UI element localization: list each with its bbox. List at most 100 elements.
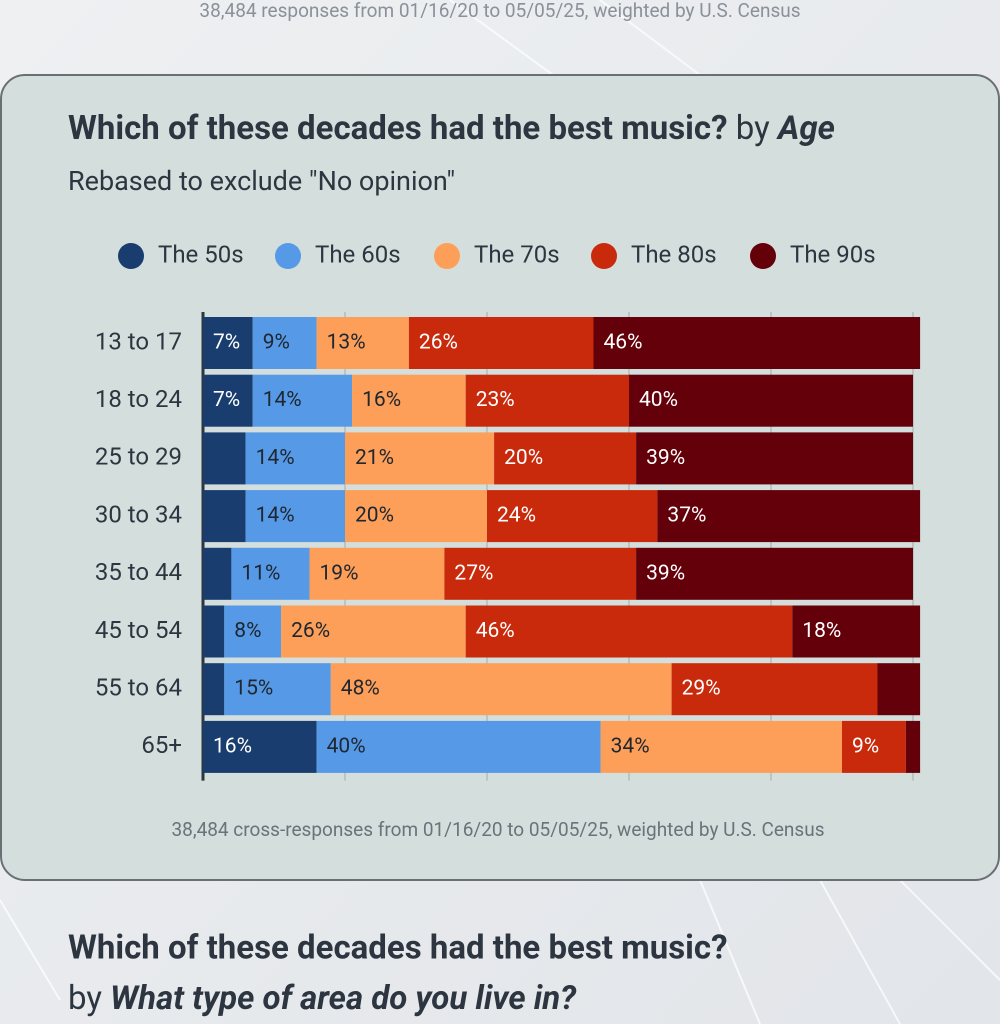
header-note: 38,484 responses from 01/16/20 to 05/05/… [199,0,800,22]
data-label: 11% [241,561,280,585]
bar-segment [657,490,921,543]
bar-segment [316,720,601,773]
bar-segment [444,547,637,600]
section-by: by [68,979,102,1018]
data-label: 26% [419,331,458,355]
bar-segment [281,605,466,658]
y-tick-label: 25 to 29 [95,443,182,471]
data-label: 16% [213,734,252,758]
y-tick-label: 30 to 34 [95,500,182,528]
bar-segment [231,547,310,600]
data-label: 34% [611,734,650,758]
data-label: 40% [639,388,678,412]
bar-segment [905,720,921,773]
bar-segment [593,317,921,369]
data-label: 29% [682,677,721,701]
bar-segment [309,547,445,600]
bar-segment [408,317,594,369]
bar-segment [252,317,317,369]
bar-segment [252,374,353,427]
bar-segment [203,547,232,600]
data-label: 14% [263,388,302,412]
data-label: 14% [256,446,295,470]
bar-segment [245,490,345,543]
section-subtitle: by What type of area do you live in? [68,979,577,1018]
title-by: by [736,109,770,148]
data-label: 13% [327,331,366,355]
section-title: Which of these decades had the best musi… [68,929,728,968]
bar-segment [877,663,921,716]
bar-segment [345,432,495,485]
legend-marker [434,243,460,269]
legend-marker [750,243,776,269]
bar-segment [245,432,345,485]
y-tick-label: 45 to 54 [95,616,182,644]
data-label: 26% [291,619,330,643]
data-label: 46% [476,619,515,643]
bar-segment [465,605,793,658]
bar-segment [842,720,906,773]
data-label: 15% [234,677,273,701]
bar-segment [203,720,317,773]
bar-segment [203,432,246,485]
bar-segment [487,490,658,543]
data-label: 39% [646,446,685,470]
data-label: 40% [327,734,366,758]
bar-segment [345,490,487,543]
legend-label: The 90s [790,240,876,268]
data-label: 20% [355,504,394,528]
y-tick-label: 18 to 24 [95,385,182,413]
data-label: 21% [355,446,394,470]
legend-label: The 70s [474,240,560,268]
bar-segment [224,663,331,716]
chart-title: Which of these decades had the best musi… [68,109,835,148]
bar-segment [352,374,466,427]
legend-label: The 60s [315,240,401,268]
legend-label: The 80s [631,240,717,268]
bar-segment [600,720,842,773]
bar-segment [203,317,253,369]
legend-label: The 50s [158,240,244,268]
data-label: 39% [646,561,685,585]
data-label: 14% [256,504,295,528]
bar-segment [629,374,913,427]
data-label: 7% [213,331,240,355]
data-label: 7% [213,388,240,412]
bar-segment [636,547,913,600]
data-label: 9% [852,734,879,758]
title-main: Which of these decades had the best musi… [68,109,728,148]
chart-subtitle: Rebased to exclude "No opinion" [68,165,455,197]
bar-segment [203,605,225,658]
bar-segment [465,374,629,427]
bar-segment [792,605,921,658]
data-label: 20% [504,446,543,470]
data-label: 19% [320,561,359,585]
section-group: What type of area do you live in? [110,979,577,1018]
bar-segment [203,374,253,427]
chart-footnote: 38,484 cross-responses from 01/16/20 to … [171,818,824,841]
y-tick-label: 13 to 17 [95,327,182,355]
bar-segment [316,317,409,369]
data-label: 8% [234,619,261,643]
data-label: 48% [341,677,380,701]
bar-segment [203,490,246,543]
data-label: 37% [667,504,706,528]
legend-marker [591,243,617,269]
bar-segment [636,432,913,485]
bar-segment [494,432,637,485]
bar-segment [224,605,282,658]
data-label: 27% [454,561,493,585]
title-group: Age [776,109,835,148]
data-label: 46% [604,331,643,355]
y-tick-label: 65+ [141,731,182,759]
bar-segment [330,663,672,716]
data-label: 9% [263,331,290,355]
legend-marker [118,243,144,269]
data-label: 24% [497,504,536,528]
y-tick-label: 35 to 44 [95,558,182,586]
bar-segment [203,663,225,716]
legend-marker [275,243,301,269]
data-label: 23% [476,388,515,412]
